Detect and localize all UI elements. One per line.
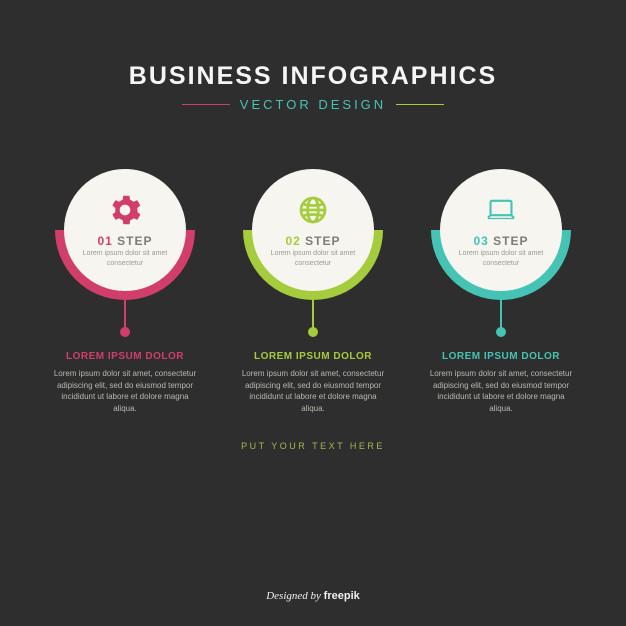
- dash-right: [396, 104, 444, 106]
- globe-icon: [295, 192, 331, 228]
- step-2-body: Lorem ipsum dolor sit amet consectetur: [252, 249, 374, 267]
- dash-left: [182, 104, 230, 106]
- step-3-label: 03 STEP: [473, 234, 528, 248]
- step-1-connector-dot: [120, 327, 130, 337]
- step-1-num: 01: [97, 234, 112, 248]
- step-2-medallion: 02 STEP Lorem ipsum dolor sit amet conse…: [243, 160, 383, 300]
- laptop-icon: [483, 192, 519, 228]
- step-1-circle: 01 STEP Lorem ipsum dolor sit amet conse…: [64, 169, 186, 291]
- step-3-circle: 03 STEP Lorem ipsum dolor sit amet conse…: [440, 169, 562, 291]
- step-2-caption: LOREM IPSUM DOLOR Lorem ipsum dolor sit …: [238, 351, 388, 414]
- credit-prefix: Designed by: [266, 590, 323, 602]
- step-1-label: 01 STEP: [97, 234, 152, 248]
- step-3: 03 STEP Lorem ipsum dolor sit amet conse…: [426, 160, 576, 414]
- subtitle: VECTOR DESIGN: [240, 97, 386, 112]
- header: BUSINESS INFOGRAPHICS VECTOR DESIGN: [0, 0, 626, 112]
- step-2: 02 STEP Lorem ipsum dolor sit amet conse…: [238, 160, 388, 414]
- step-3-word: STEP: [493, 234, 528, 248]
- step-2-caption-body: Lorem ipsum dolor sit amet, consectetur …: [238, 368, 388, 414]
- step-2-connector-stem: [312, 300, 314, 328]
- steps-row: 01 STEP Lorem ipsum dolor sit amet conse…: [0, 160, 626, 414]
- step-1-caption-title: LOREM IPSUM DOLOR: [50, 351, 200, 362]
- step-3-caption: LOREM IPSUM DOLOR Lorem ipsum dolor sit …: [426, 351, 576, 414]
- footer: Designed by freepik: [0, 586, 626, 604]
- step-1-body: Lorem ipsum dolor sit amet consectetur: [64, 249, 186, 267]
- step-2-label: 02 STEP: [285, 234, 340, 248]
- step-2-word: STEP: [305, 234, 340, 248]
- credit-brand: freepik: [324, 590, 360, 602]
- step-1-word: STEP: [117, 234, 152, 248]
- step-3-body: Lorem ipsum dolor sit amet consectetur: [440, 249, 562, 267]
- credit: Designed by freepik: [266, 590, 360, 602]
- step-1-connector-stem: [124, 300, 126, 328]
- step-2-caption-title: LOREM IPSUM DOLOR: [238, 351, 388, 362]
- step-2-connector-dot: [308, 327, 318, 337]
- step-3-caption-body: Lorem ipsum dolor sit amet, consectetur …: [426, 368, 576, 414]
- main-title: BUSINESS INFOGRAPHICS: [0, 62, 626, 91]
- subtitle-row: VECTOR DESIGN: [0, 97, 626, 112]
- cta-row: PUT YOUR TEXT HERE: [0, 436, 626, 454]
- step-3-medallion: 03 STEP Lorem ipsum dolor sit amet conse…: [431, 160, 571, 300]
- step-1-medallion: 01 STEP Lorem ipsum dolor sit amet conse…: [55, 160, 195, 300]
- step-1-caption-body: Lorem ipsum dolor sit amet, consectetur …: [50, 368, 200, 414]
- step-2-num: 02: [285, 234, 300, 248]
- step-2-circle: 02 STEP Lorem ipsum dolor sit amet conse…: [252, 169, 374, 291]
- gear-icon: [107, 192, 143, 228]
- step-3-connector-stem: [500, 300, 502, 328]
- cta-text: PUT YOUR TEXT HERE: [241, 441, 385, 451]
- step-1-caption: LOREM IPSUM DOLOR Lorem ipsum dolor sit …: [50, 351, 200, 414]
- step-1: 01 STEP Lorem ipsum dolor sit amet conse…: [50, 160, 200, 414]
- step-3-num: 03: [473, 234, 488, 248]
- step-3-caption-title: LOREM IPSUM DOLOR: [426, 351, 576, 362]
- step-3-connector-dot: [496, 327, 506, 337]
